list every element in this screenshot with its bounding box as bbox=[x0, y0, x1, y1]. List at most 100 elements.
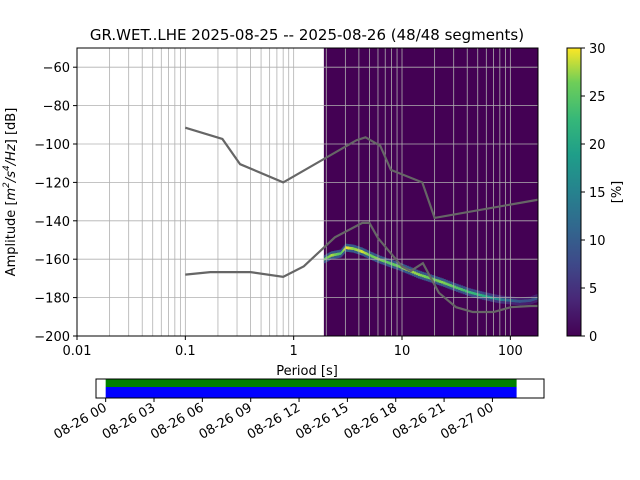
probability-cell-halo bbox=[329, 252, 332, 255]
probability-cell-core bbox=[514, 299, 517, 303]
coverage-tick-label: 08-26 15 bbox=[293, 400, 351, 442]
probability-cell-halo bbox=[532, 295, 535, 299]
probability-cell-core bbox=[449, 283, 453, 287]
probability-cell-halo bbox=[363, 248, 366, 252]
probability-cell-core bbox=[415, 272, 419, 276]
probability-cell-halo bbox=[341, 253, 343, 257]
probability-cell-halo bbox=[427, 279, 431, 282]
y-label-unit-s: /s bbox=[4, 171, 19, 183]
probability-cell-core bbox=[414, 271, 417, 275]
probability-cell-halo bbox=[467, 293, 470, 296]
probability-cell-core bbox=[493, 296, 496, 300]
probability-cell-core bbox=[477, 293, 481, 297]
probability-cell-halo bbox=[503, 301, 506, 304]
probability-cell-halo bbox=[464, 287, 468, 290]
probability-cell-core bbox=[352, 247, 355, 251]
probability-cell-halo bbox=[421, 271, 425, 275]
probability-cell-halo bbox=[425, 273, 429, 276]
probability-cell-core bbox=[342, 249, 345, 253]
probability-cell-core bbox=[516, 299, 518, 303]
y-label-unit-s-exp: 4 bbox=[2, 165, 12, 171]
probability-cell-core bbox=[499, 298, 502, 302]
probability-cell-halo bbox=[443, 284, 446, 288]
probability-cell-halo bbox=[377, 255, 381, 258]
probability-cell-core bbox=[327, 255, 329, 259]
probability-cell-halo bbox=[499, 301, 502, 304]
probability-cell-halo bbox=[468, 288, 472, 291]
probability-cell-halo bbox=[522, 302, 525, 306]
probability-cell-halo bbox=[366, 250, 369, 253]
probability-cell-halo bbox=[419, 271, 423, 274]
probability-cell-halo bbox=[345, 243, 347, 247]
probability-cell-halo bbox=[517, 302, 520, 306]
high-noise-model bbox=[184, 126, 538, 220]
probability-cell-halo bbox=[368, 250, 370, 254]
probability-cell-halo bbox=[406, 265, 409, 269]
colorbar-tick-label: 5 bbox=[589, 282, 597, 297]
coverage-tick-label: 08-26 06 bbox=[148, 400, 206, 442]
probability-cell-core bbox=[356, 248, 359, 252]
probability-cell-halo bbox=[475, 290, 479, 293]
probability-cell-halo bbox=[535, 294, 537, 298]
coverage-tick-label: 08-26 18 bbox=[342, 400, 400, 442]
colorbar: 0 5 10 15 20 25 30 [%] bbox=[566, 42, 625, 345]
probability-cell-halo bbox=[375, 259, 377, 262]
probability-cell-halo bbox=[386, 263, 389, 267]
probability-cell-halo bbox=[359, 247, 362, 250]
probability-cell-halo bbox=[348, 249, 351, 253]
y-tick-label: −140 bbox=[34, 215, 70, 230]
probability-cell-halo bbox=[472, 289, 475, 292]
probability-cell-halo bbox=[485, 292, 489, 296]
probability-cell-halo bbox=[398, 268, 401, 271]
probability-cell-halo bbox=[451, 282, 455, 285]
probability-cell-halo bbox=[333, 256, 336, 259]
probability-cell-core bbox=[496, 297, 499, 301]
y-tick-label: −100 bbox=[34, 138, 70, 153]
probability-cell-halo bbox=[423, 272, 427, 275]
probability-cell-core bbox=[369, 253, 372, 257]
colorbar-tick-label: 20 bbox=[589, 138, 606, 153]
y-axis-label: Amplitude [m2/s4/Hz] [dB] bbox=[2, 108, 19, 277]
probability-cell-halo bbox=[395, 261, 398, 264]
probability-cell-halo bbox=[496, 294, 499, 298]
y-tick-label: −180 bbox=[34, 292, 70, 307]
probability-cell-halo bbox=[435, 281, 438, 285]
probability-cell-halo bbox=[506, 301, 509, 305]
probability-cell-halo bbox=[327, 258, 329, 262]
probability-cell-core bbox=[511, 299, 514, 303]
y-tick-label: −160 bbox=[34, 253, 70, 268]
coverage-tick-label: 08-26 09 bbox=[197, 400, 255, 442]
probability-cell-core bbox=[372, 255, 375, 259]
probability-cell-halo bbox=[479, 291, 483, 294]
probability-cell-halo bbox=[514, 296, 517, 300]
probability-cell-halo bbox=[365, 249, 368, 252]
probability-cell-halo bbox=[373, 253, 376, 256]
probability-cell-core bbox=[533, 297, 536, 301]
probability-cell-core bbox=[361, 250, 363, 254]
probability-cell-halo bbox=[445, 285, 448, 288]
y-tick-label: −120 bbox=[34, 176, 70, 191]
probability-cell-core bbox=[365, 251, 368, 255]
probability-cell-halo bbox=[394, 260, 397, 264]
probability-cell-halo bbox=[494, 294, 497, 298]
probability-cell-halo bbox=[373, 258, 376, 262]
probability-cell-core bbox=[470, 291, 473, 295]
probability-cell-core bbox=[398, 265, 401, 269]
probability-cell-core bbox=[335, 252, 338, 256]
probability-cell-core bbox=[368, 253, 370, 257]
probability-cell-core bbox=[343, 248, 345, 252]
probability-cell-halo bbox=[513, 296, 516, 300]
probability-cell-halo bbox=[439, 277, 442, 281]
probability-cell-halo bbox=[518, 302, 522, 306]
probability-cell-core bbox=[503, 298, 506, 302]
probability-cell-halo bbox=[323, 260, 326, 264]
probability-cell-halo bbox=[346, 243, 349, 247]
probability-cell-core bbox=[506, 298, 509, 302]
probability-cell-core bbox=[485, 295, 489, 299]
probability-cell-core bbox=[383, 259, 386, 263]
probability-cell-halo bbox=[464, 292, 468, 296]
probability-cell-halo bbox=[326, 259, 328, 262]
probability-cell-halo bbox=[337, 250, 340, 253]
probability-cell-core bbox=[513, 299, 516, 303]
